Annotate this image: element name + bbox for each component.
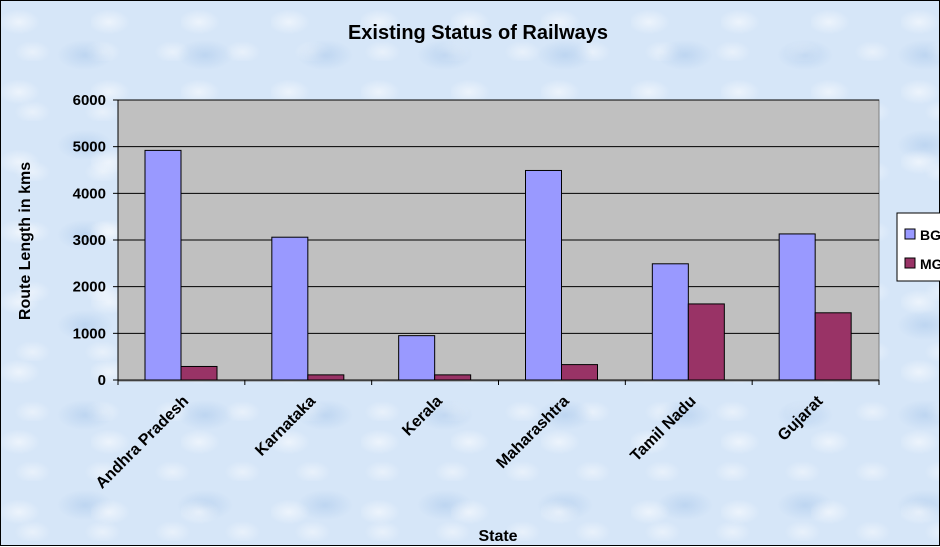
bar-bg-gujarat [778,233,816,381]
legend-swatch-bg [904,228,916,240]
legend-label-mg: MG [920,256,940,272]
bar-mg-kerala [434,374,472,381]
x-category-label: Andhra Pradesh [93,393,192,492]
legend-swatch-mg [904,257,916,269]
bar-bg-maharashtra [525,169,562,381]
y-tick-label: 3000 [73,232,106,249]
bar-bg-andhra-pradesh [144,149,182,381]
y-axis-title: Route Length in kms [17,162,34,320]
y-tick-label: 0 [98,372,106,389]
legend-box [896,212,940,282]
x-category-label: Gujarat [775,392,827,444]
y-tick-label: 2000 [73,279,106,296]
bar-mg-gujarat [814,312,852,381]
y-tick-label: 4000 [73,185,106,202]
bar-mg-maharashtra [561,364,598,381]
bar-mg-andhra-pradesh [180,365,218,381]
gridlines [118,99,879,334]
bar-mg-karnataka [307,374,345,381]
y-tick-label: 6000 [73,92,106,109]
bar-mg-tamil-nadu [687,303,725,381]
chart-title: Existing Status of Railways [348,22,608,44]
legend: BG MG [896,212,940,282]
y-axis-ticks: 0 1000 2000 3000 4000 5000 6000 [73,92,118,389]
bars [144,149,852,381]
x-axis-ticks: Andhra Pradesh Karnataka Kerala Maharashtra… [93,380,880,492]
bar-bg-tamil-nadu [651,263,689,381]
x-axis-title: State [478,528,517,545]
y-tick-label: 1000 [73,325,106,342]
x-category-label: Karnataka [252,393,319,460]
x-category-label: Tamil Nadu [627,393,699,465]
legend-label-bg: BG [920,227,940,243]
bar-bg-kerala [398,335,436,381]
x-category-label: Maharashtra [493,393,572,472]
x-category-label: Kerala [399,393,446,440]
y-tick-label: 5000 [73,139,106,156]
bar-bg-karnataka [271,236,309,381]
